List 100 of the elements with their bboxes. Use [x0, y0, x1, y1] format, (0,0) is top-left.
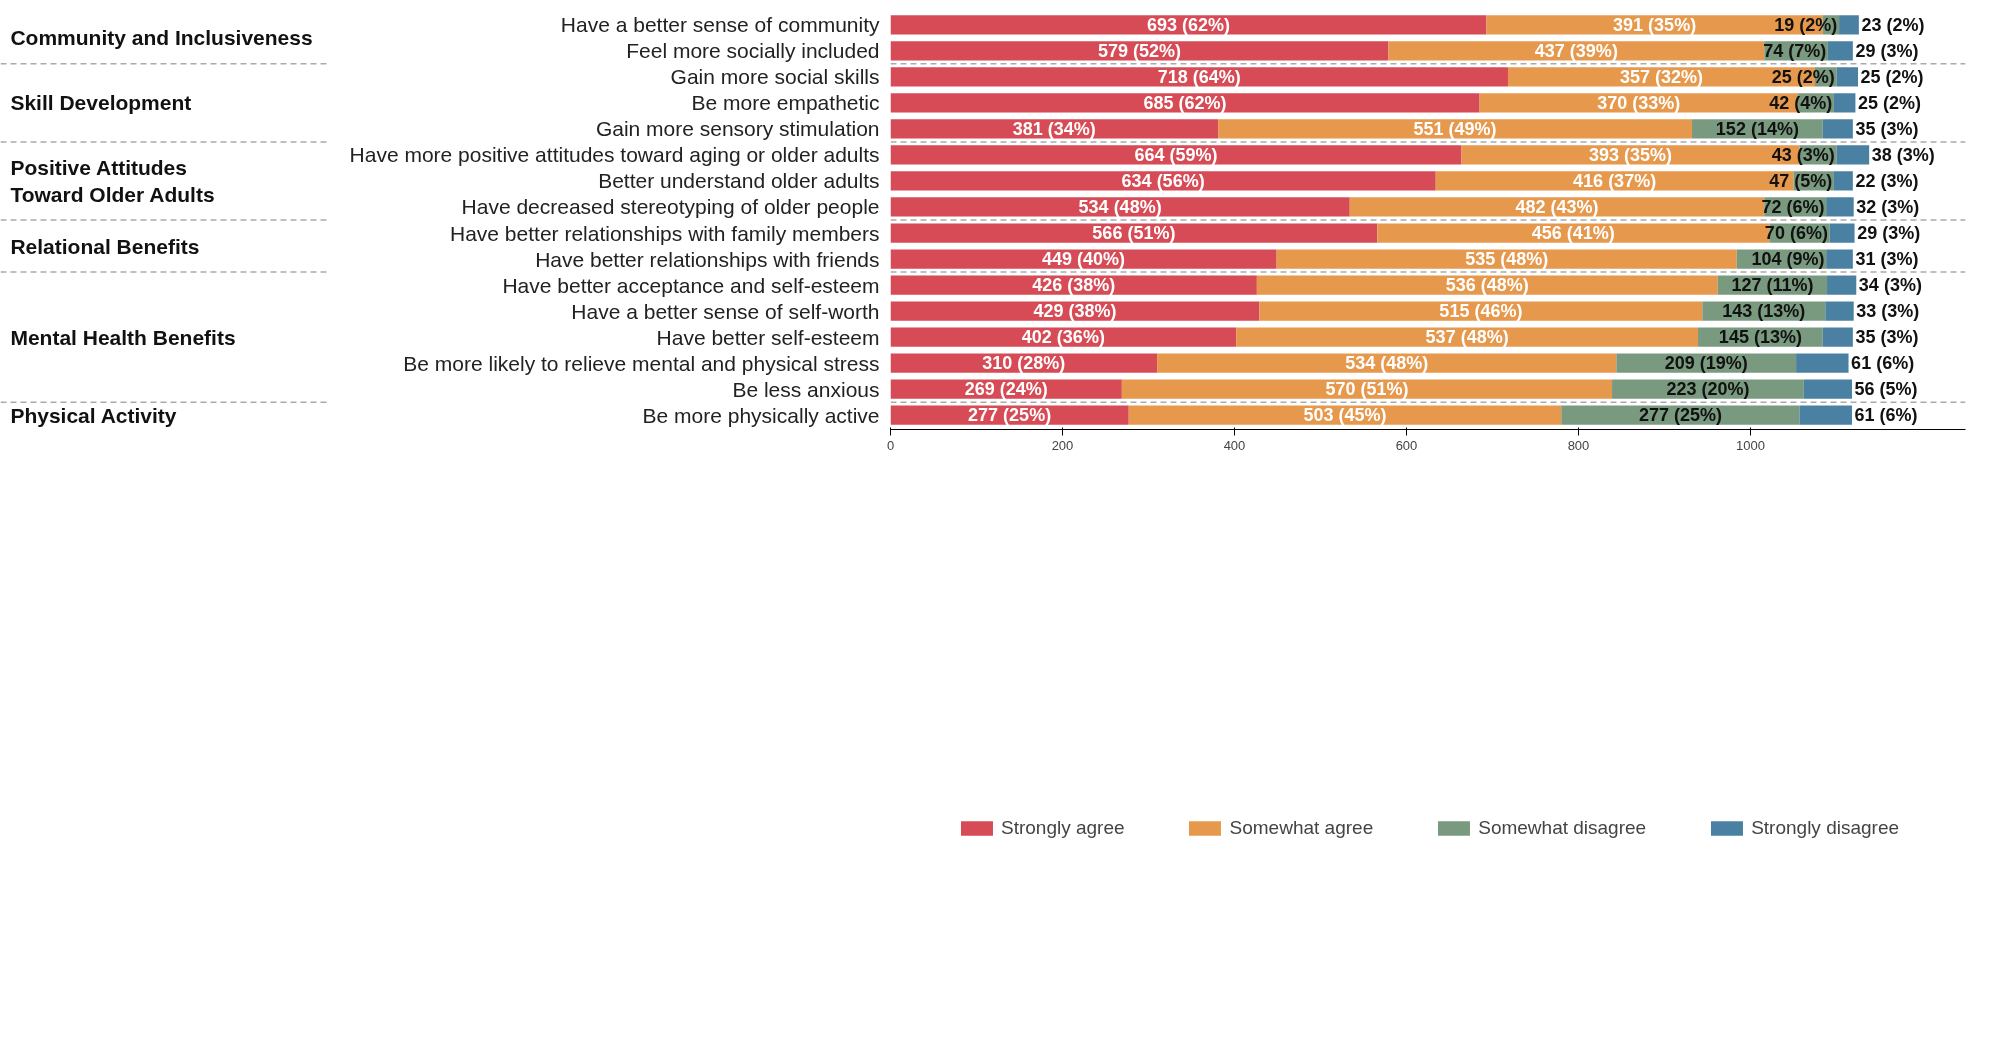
bar [890, 301, 1260, 321]
y-tick-label: Feel more socially included [626, 39, 880, 63]
y-tick-label: Be more empathetic [691, 91, 880, 115]
data-label: 56 (5%) [1854, 379, 1918, 400]
data-label: 391 (35%) [1613, 14, 1697, 35]
bar [1218, 119, 1693, 139]
y-tick-label: Gain more social skills [670, 65, 880, 89]
bar [1836, 145, 1870, 165]
bar [890, 93, 1480, 113]
text: Positive Attitudes Toward Older Adults [10, 155, 215, 207]
data-label: 718 (64%) [1157, 66, 1241, 87]
text: Physical Activity [10, 403, 177, 427]
data-label: 482 (43%) [1515, 196, 1599, 217]
data-label: 38 (3%) [1871, 144, 1935, 165]
y-tick-label: Have a better sense of self-worth [571, 299, 880, 323]
data-label: 277 (25%) [968, 405, 1052, 426]
bar [1839, 15, 1859, 35]
data-label: 61 (6%) [1854, 405, 1918, 426]
data-label: 74 (7%) [1763, 40, 1827, 61]
data-label: 685 (62%) [1143, 92, 1227, 113]
data-label: 223 (20%) [1666, 379, 1750, 400]
y-tick-label: Have decreased stereotyping of older people [461, 195, 880, 219]
data-label: 370 (33%) [1597, 92, 1681, 113]
data-label: 269 (24%) [964, 379, 1048, 400]
data-label: 143 (13%) [1722, 301, 1806, 322]
data-label: 29 (3%) [1857, 223, 1921, 244]
data-label: 515 (46%) [1439, 301, 1523, 322]
bar [1822, 327, 1853, 347]
data-label: 61 (6%) [1851, 353, 1915, 374]
x-tick-label: 200 [1051, 437, 1074, 453]
data-label: 104 (9%) [1751, 249, 1825, 270]
text: Relational Benefits [10, 234, 200, 258]
data-label: 35 (3%) [1855, 327, 1919, 348]
data-label: 34 (3%) [1858, 275, 1922, 296]
y-tick-label: Better understand older adults [598, 169, 880, 193]
bar [890, 249, 1277, 269]
y-tick-label: Have better relationships with family members [450, 221, 880, 245]
x-tick-label: 0 [886, 437, 895, 453]
data-label: 456 (41%) [1531, 223, 1615, 244]
data-label: 29 (3%) [1855, 40, 1919, 61]
legend-label: Somewhat disagree [1478, 816, 1647, 839]
data-label: 22 (3%) [1855, 170, 1919, 191]
y-tick-label: Have more positive attitudes toward aging or older adults [349, 143, 880, 167]
bar [1829, 223, 1855, 243]
data-label: 25 (2%) [1860, 66, 1924, 87]
bar [1827, 275, 1857, 295]
bar [1121, 379, 1613, 399]
data-label: 152 (14%) [1715, 118, 1799, 139]
y-tick-label: Have better relationships with friends [535, 247, 880, 271]
x-tick-label: 600 [1395, 437, 1418, 453]
data-label: 503 (45%) [1303, 405, 1387, 426]
bar [890, 275, 1257, 295]
bar [1826, 197, 1854, 217]
bar [1799, 405, 1852, 425]
y-tick-label: Be more physically active [642, 403, 880, 427]
text: Mental Health Benefits [10, 325, 236, 349]
x-tick-label: 800 [1567, 437, 1590, 453]
bar [1157, 353, 1617, 373]
bar [890, 119, 1219, 139]
data-label: 534 (48%) [1078, 196, 1162, 217]
bar [1236, 327, 1699, 347]
bar [1833, 93, 1856, 113]
bar [890, 15, 1487, 35]
data-label: 570 (51%) [1325, 379, 1409, 400]
bar [1259, 301, 1703, 321]
bar [890, 145, 1462, 165]
data-label: 357 (32%) [1619, 66, 1704, 87]
data-label: 31 (3%) [1855, 249, 1919, 270]
data-label: 127 (11%) [1731, 275, 1814, 296]
data-label: 566 (51%) [1092, 223, 1176, 244]
data-label: 47 (5%) [1769, 170, 1833, 191]
bar [890, 197, 1350, 217]
bar [890, 67, 1508, 87]
data-label: 145 (13%) [1718, 327, 1802, 348]
x-tick-label: 1000 [1736, 437, 1765, 453]
bar [1833, 171, 1853, 191]
data-label: 23 (2%) [1861, 14, 1925, 35]
y-tick-label: Be more likely to relieve mental and physical stress [403, 351, 880, 375]
y-tick-label: Have better acceptance and self-esteem [502, 273, 880, 297]
data-label: 535 (48%) [1465, 249, 1549, 270]
data-label: 429 (38%) [1033, 301, 1117, 322]
data-label: 25 (2%) [1858, 92, 1922, 113]
legend-label: Strongly agree [1000, 816, 1125, 839]
y-tick-label: Be less anxious [732, 377, 880, 401]
y-tick-label: Gain more sensory stimulation [595, 117, 880, 141]
bar [890, 171, 1436, 191]
data-label: 634 (56%) [1121, 170, 1205, 191]
bar [890, 41, 1389, 61]
data-label: 437 (39%) [1534, 40, 1618, 61]
bar [1822, 119, 1853, 139]
data-label: 449 (40%) [1042, 249, 1126, 270]
text: Community and Inclusiveness [10, 26, 313, 50]
data-label: 537 (48%) [1425, 327, 1509, 348]
data-label: 402 (36%) [1021, 327, 1105, 348]
data-label: 33 (3%) [1856, 301, 1920, 322]
bar [1796, 353, 1849, 373]
data-label: 381 (34%) [1012, 118, 1096, 139]
data-label: 416 (37%) [1573, 170, 1657, 191]
data-label: 664 (59%) [1134, 144, 1218, 165]
bar [1803, 379, 1852, 399]
